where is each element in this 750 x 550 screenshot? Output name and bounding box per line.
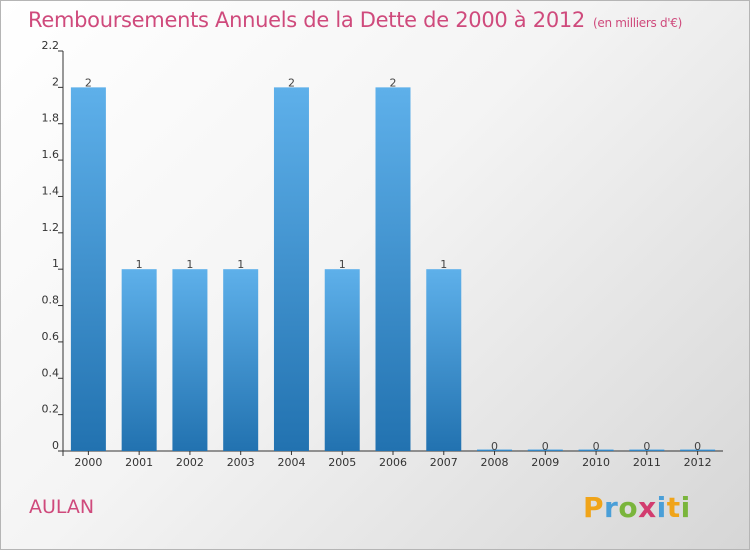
logo-letter: t xyxy=(666,491,681,524)
data-label: 2 xyxy=(85,76,92,89)
bar-2002 xyxy=(172,269,208,451)
data-label: 1 xyxy=(339,258,346,271)
data-label: 0 xyxy=(593,440,600,453)
bar-2011 xyxy=(629,449,665,451)
logo-letter: o xyxy=(618,491,639,524)
data-label: 1 xyxy=(186,258,193,271)
proxiti-logo: Proxiti xyxy=(583,491,691,524)
x-tick-label: 2003 xyxy=(227,456,255,469)
place-name: AULAN xyxy=(29,496,95,518)
bar-2008 xyxy=(477,449,513,451)
y-tick-label: 0 xyxy=(52,439,59,452)
chart-subtitle: (en milliers d'€) xyxy=(593,16,683,30)
bar-2000 xyxy=(70,87,106,451)
data-label: 1 xyxy=(440,258,447,271)
data-label: 1 xyxy=(136,258,143,271)
bar-2009 xyxy=(527,449,563,451)
x-tick-label: 2006 xyxy=(379,456,407,469)
x-tick-label: 2009 xyxy=(531,456,559,469)
logo-letter: i xyxy=(656,491,667,524)
data-label: 0 xyxy=(542,440,549,453)
data-label: 0 xyxy=(491,440,498,453)
x-tick-label: 2005 xyxy=(328,456,356,469)
x-tick-label: 2008 xyxy=(481,456,509,469)
chart-title-text: Remboursements Annuels de la Dette de 20… xyxy=(28,8,585,32)
bar-2007 xyxy=(426,269,462,451)
y-tick-label: 1.6 xyxy=(42,148,60,161)
bar-2003 xyxy=(223,269,259,451)
y-tick-label: 1.2 xyxy=(42,221,60,234)
bar-2010 xyxy=(578,449,614,451)
data-label: 0 xyxy=(643,440,650,453)
y-tick-label: 1.4 xyxy=(42,184,60,197)
bar-2005 xyxy=(324,269,360,451)
data-label: 2 xyxy=(390,76,397,89)
y-tick-label: 2.2 xyxy=(42,39,60,52)
y-tick-label: 0.2 xyxy=(42,403,60,416)
logo-letter: x xyxy=(638,491,657,524)
logo-letter: i xyxy=(680,491,691,524)
bar-2006 xyxy=(375,87,411,451)
data-label: 0 xyxy=(694,440,701,453)
x-tick-label: 2011 xyxy=(633,456,661,469)
x-tick-label: 2007 xyxy=(430,456,458,469)
x-tick-label: 2002 xyxy=(176,456,204,469)
x-tick-label: 2012 xyxy=(684,456,712,469)
data-label: 2 xyxy=(288,76,295,89)
x-tick-label: 2004 xyxy=(277,456,305,469)
bar-2001 xyxy=(121,269,157,451)
logo-letter: P xyxy=(583,491,605,524)
bar-2012 xyxy=(680,449,716,451)
y-tick-label: 1.8 xyxy=(42,112,60,125)
bar-2004 xyxy=(273,87,309,451)
chart-title: Remboursements Annuels de la Dette de 20… xyxy=(28,8,682,32)
logo-letter: r xyxy=(604,491,619,524)
y-tick-label: 0.8 xyxy=(42,294,60,307)
y-tick-label: 0.4 xyxy=(42,366,60,379)
y-tick-label: 0.6 xyxy=(42,330,60,343)
y-tick-label: 2 xyxy=(52,75,59,88)
y-tick-label: 1 xyxy=(52,257,59,270)
x-tick-label: 2010 xyxy=(582,456,610,469)
x-tick-label: 2001 xyxy=(125,456,153,469)
data-label: 1 xyxy=(237,258,244,271)
x-tick-label: 2000 xyxy=(74,456,102,469)
